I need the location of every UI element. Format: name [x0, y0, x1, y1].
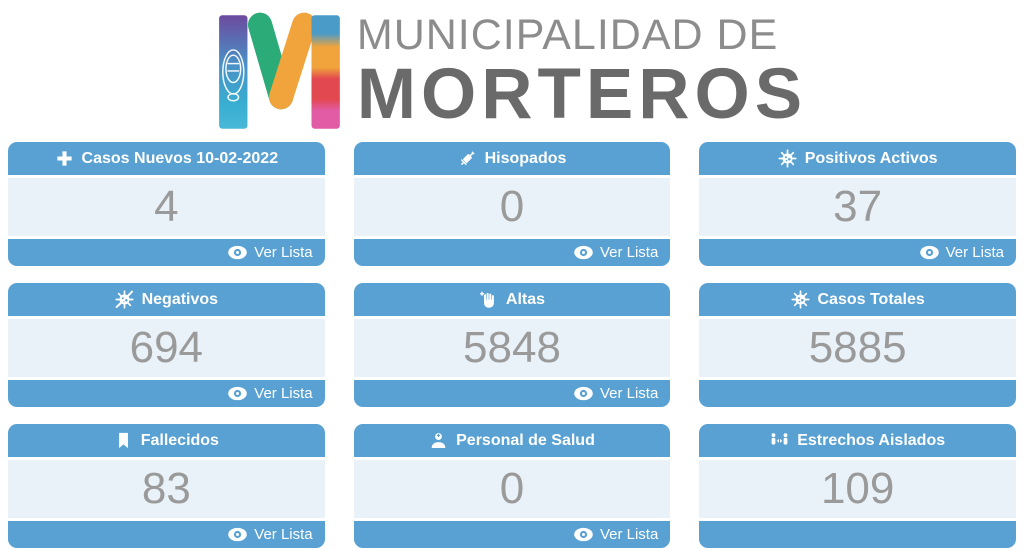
- card-footer: Ver Lista: [353, 239, 671, 266]
- ver-lista-link[interactable]: Ver Lista: [573, 526, 658, 543]
- card-header: Casos Nuevos 10-02-2022: [8, 142, 325, 175]
- card-footer: Ver Lista: [8, 380, 325, 407]
- eye-icon: [919, 245, 940, 260]
- people-arrows-icon: [770, 431, 789, 450]
- stats-grid: Casos Nuevos 10-02-2022 4 Ver Lista Hiso…: [0, 140, 1024, 548]
- virus-icon: [791, 290, 810, 309]
- card-footer: Ver Lista: [353, 380, 671, 407]
- eye-icon: [227, 245, 248, 260]
- eye-icon: [573, 527, 594, 542]
- card-header: Positivos Activos: [699, 142, 1016, 175]
- brand-name-line1: MUNICIPALIDAD DE: [356, 11, 779, 59]
- ver-lista-label: Ver Lista: [945, 244, 1004, 261]
- eye-icon: [573, 245, 594, 260]
- card-value: 0: [499, 464, 525, 513]
- ver-lista-label: Ver Lista: [254, 526, 313, 543]
- card-value-area: 5885: [699, 319, 1016, 377]
- card-header: Altas: [353, 283, 671, 316]
- eye-icon: [227, 386, 248, 401]
- syringe-icon: [458, 149, 477, 168]
- stat-card-positivos-activos: Positivos Activos 37 Ver Lista: [699, 142, 1016, 266]
- stat-card-hisopados: Hisopados 0 Ver Lista: [353, 142, 671, 266]
- card-value: 5848: [463, 323, 561, 372]
- card-value: 83: [141, 464, 191, 513]
- card-value-area: 0: [353, 178, 671, 236]
- ver-lista-link[interactable]: Ver Lista: [573, 244, 658, 261]
- ver-lista-label: Ver Lista: [599, 244, 659, 261]
- card-footer: Ver Lista: [699, 239, 1016, 266]
- municipality-logo: [218, 12, 340, 129]
- card-title: Casos Nuevos 10-02-2022: [81, 149, 279, 167]
- card-title: Hisopados: [484, 149, 567, 167]
- ver-lista-link[interactable]: Ver Lista: [919, 244, 1004, 261]
- eye-icon: [227, 527, 248, 542]
- ver-lista-link[interactable]: Ver Lista: [227, 526, 313, 543]
- stat-card-personal-de-salud: Personal de Salud 0 Ver Lista: [353, 424, 671, 548]
- stat-card-negativos: Negativos 694 Ver Lista: [8, 283, 325, 407]
- card-value: 109: [820, 464, 895, 513]
- brand-header: MUNICIPALIDAD DE MORTEROS: [0, 0, 1024, 140]
- card-value-area: 694: [8, 319, 325, 377]
- eye-icon: [573, 386, 594, 401]
- ver-lista-label: Ver Lista: [599, 385, 659, 402]
- card-title: Casos Totales: [817, 290, 925, 308]
- card-header: Personal de Salud: [353, 424, 671, 457]
- card-value: 5885: [808, 323, 907, 372]
- card-header: Fallecidos: [8, 424, 325, 457]
- card-footer: [699, 521, 1016, 548]
- plus-icon: [55, 149, 74, 168]
- card-footer: Ver Lista: [8, 521, 325, 548]
- card-value-area: 109: [699, 460, 1016, 518]
- stat-card-altas: Altas 5848 Ver Lista: [353, 283, 671, 407]
- card-footer: Ver Lista: [353, 521, 671, 548]
- stat-card-estrechos-aislados: Estrechos Aislados 109: [699, 424, 1016, 548]
- card-title: Negativos: [141, 290, 219, 308]
- card-title: Altas: [505, 290, 546, 308]
- card-header: Estrechos Aislados: [699, 424, 1016, 457]
- brand-name-line2: MORTEROS: [356, 55, 808, 134]
- card-header: Casos Totales: [699, 283, 1016, 316]
- card-footer: Ver Lista: [8, 239, 325, 266]
- ver-lista-label: Ver Lista: [599, 526, 659, 543]
- card-value: 37: [833, 182, 883, 231]
- city-crest-emblem: [221, 49, 245, 102]
- card-value-area: 0: [353, 460, 671, 518]
- brand-text: MUNICIPALIDAD DE MORTEROS: [356, 11, 808, 134]
- stat-card-casos-nuevos: Casos Nuevos 10-02-2022 4 Ver Lista: [8, 142, 325, 266]
- ver-lista-link[interactable]: Ver Lista: [227, 385, 313, 402]
- user-medical-icon: [429, 431, 448, 450]
- card-value: 0: [499, 182, 525, 231]
- card-title: Estrechos Aislados: [797, 431, 946, 449]
- ver-lista-label: Ver Lista: [254, 244, 313, 261]
- virus-icon: [778, 149, 797, 168]
- ver-lista-link[interactable]: Ver Lista: [227, 244, 313, 261]
- ver-lista-link[interactable]: Ver Lista: [573, 385, 658, 402]
- card-title: Fallecidos: [140, 431, 219, 449]
- card-value: 694: [129, 323, 204, 372]
- ver-lista-label: Ver Lista: [254, 385, 313, 402]
- card-value-area: 5848: [353, 319, 671, 377]
- stat-card-casos-totales: Casos Totales 5885: [699, 283, 1016, 407]
- card-value-area: 4: [8, 178, 325, 236]
- card-title: Personal de Salud: [456, 431, 595, 449]
- card-value-area: 83: [8, 460, 325, 518]
- card-title: Positivos Activos: [804, 149, 938, 167]
- bookmark-icon: [114, 431, 133, 450]
- card-footer: [699, 380, 1016, 407]
- hand-medical-icon: [479, 290, 498, 309]
- card-header: Negativos: [8, 283, 325, 316]
- card-header: Hisopados: [353, 142, 671, 175]
- stat-card-fallecidos: Fallecidos 83 Ver Lista: [8, 424, 325, 548]
- card-value: 4: [154, 182, 179, 231]
- card-value-area: 37: [699, 178, 1016, 236]
- virus-slash-icon: [115, 290, 134, 309]
